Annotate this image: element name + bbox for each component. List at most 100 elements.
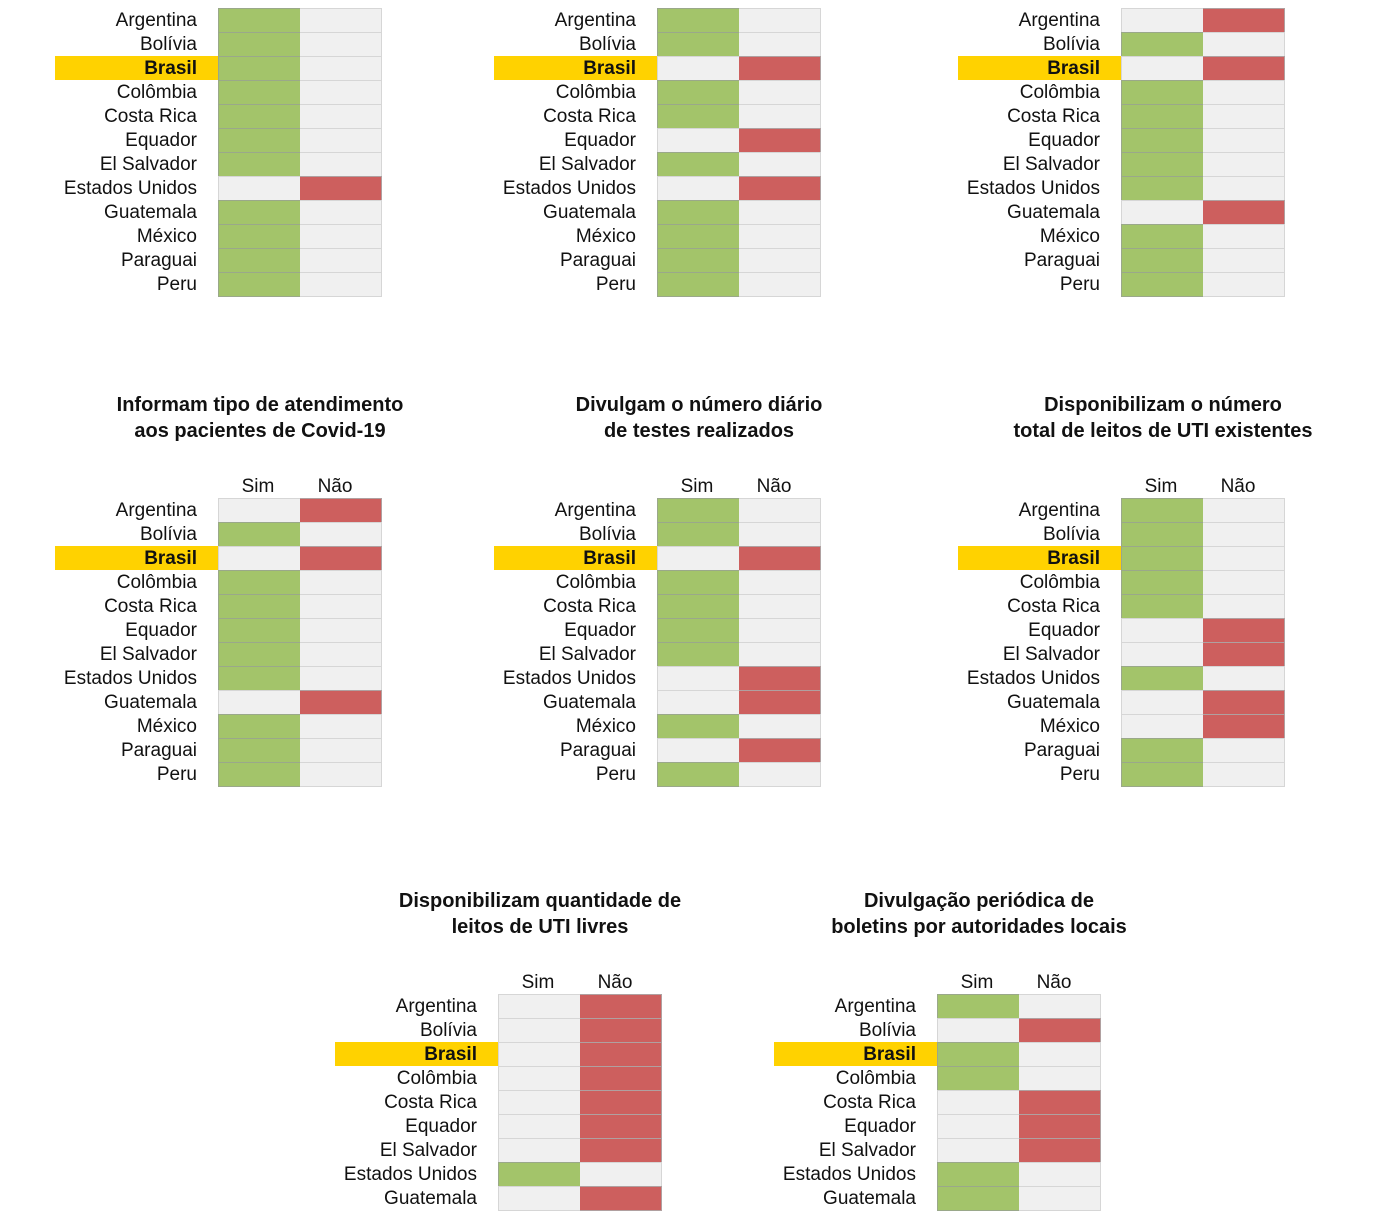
answer-cell-nao bbox=[580, 1186, 662, 1211]
empty-cell bbox=[1203, 738, 1285, 763]
answer-cell-sim bbox=[1121, 570, 1204, 595]
country-row: Colômbia bbox=[958, 80, 1348, 105]
country-label: Brasil bbox=[55, 56, 218, 80]
country-row: Estados Unidos bbox=[958, 666, 1348, 691]
country-row: México bbox=[55, 714, 445, 739]
country-label: Equador bbox=[844, 1116, 916, 1137]
country-label: Equador bbox=[125, 620, 197, 641]
empty-cell bbox=[739, 8, 821, 33]
answer-cell-sim bbox=[657, 248, 740, 273]
answer-cell-sim bbox=[1121, 546, 1204, 571]
answer-cell-nao bbox=[1203, 690, 1285, 715]
answer-cell-nao bbox=[1019, 1090, 1101, 1115]
country-row: Peru bbox=[494, 762, 884, 787]
answer-cell-sim bbox=[218, 594, 301, 619]
country-row: Brasil bbox=[55, 56, 445, 81]
country-label: Costa Rica bbox=[1007, 106, 1100, 127]
answer-cell-sim bbox=[657, 104, 740, 129]
empty-cell bbox=[1203, 224, 1285, 249]
answer-cell-nao bbox=[1203, 714, 1285, 739]
country-label: Peru bbox=[1059, 764, 1100, 785]
country-label: Bolívia bbox=[419, 1020, 477, 1041]
answer-cell-sim bbox=[218, 714, 301, 739]
country-label: Colômbia bbox=[116, 82, 197, 103]
empty-cell bbox=[300, 594, 382, 619]
answer-cell-sim bbox=[218, 666, 301, 691]
country-label: Guatemala bbox=[543, 202, 636, 223]
empty-cell bbox=[739, 714, 821, 739]
country-label: Argentina bbox=[1018, 500, 1100, 521]
country-row: Peru bbox=[55, 272, 445, 297]
country-label: México bbox=[136, 226, 197, 247]
answer-cell-nao bbox=[1019, 1138, 1101, 1163]
empty-cell bbox=[937, 1138, 1020, 1163]
country-label: Guatemala bbox=[1007, 202, 1100, 223]
country-row: El Salvador bbox=[958, 152, 1348, 177]
country-label: Equador bbox=[1028, 130, 1100, 151]
empty-cell bbox=[657, 128, 740, 153]
country-label: Estados Unidos bbox=[502, 178, 636, 199]
country-row: Brasil bbox=[335, 1042, 725, 1067]
empty-cell bbox=[1203, 498, 1285, 523]
answer-cell-sim bbox=[657, 8, 740, 33]
empty-cell bbox=[1019, 1066, 1101, 1091]
country-row: Estados Unidos bbox=[55, 176, 445, 201]
empty-cell bbox=[300, 200, 382, 225]
country-label: Bolívia bbox=[1042, 34, 1100, 55]
country-row: Estados Unidos bbox=[958, 176, 1348, 201]
country-row: Peru bbox=[494, 272, 884, 297]
empty-cell bbox=[937, 1090, 1020, 1115]
answer-cell-nao bbox=[300, 176, 382, 201]
empty-cell bbox=[937, 1114, 1020, 1139]
country-label: Estados Unidos bbox=[782, 1164, 916, 1185]
country-label: Colômbia bbox=[396, 1068, 477, 1089]
country-row: Brasil bbox=[494, 56, 884, 81]
country-label: Argentina bbox=[115, 500, 197, 521]
country-row: Argentina bbox=[958, 498, 1348, 523]
country-label: Brasil bbox=[55, 546, 218, 570]
answer-cell-sim bbox=[657, 498, 740, 523]
country-label: Peru bbox=[595, 764, 636, 785]
country-label: México bbox=[575, 226, 636, 247]
country-row: El Salvador bbox=[335, 1138, 725, 1163]
empty-cell bbox=[300, 522, 382, 547]
country-label: Bolívia bbox=[578, 34, 636, 55]
empty-cell bbox=[300, 128, 382, 153]
answer-cell-sim bbox=[1121, 498, 1204, 523]
empty-cell bbox=[1203, 762, 1285, 787]
country-row: Guatemala bbox=[958, 200, 1348, 225]
column-header-nao: Não bbox=[756, 476, 792, 497]
empty-cell bbox=[657, 176, 740, 201]
country-label: Argentina bbox=[395, 996, 477, 1017]
country-label: Costa Rica bbox=[104, 596, 197, 617]
country-row: Bolívia bbox=[335, 1018, 725, 1043]
answer-cell-sim bbox=[657, 762, 740, 787]
country-row: Equador bbox=[494, 128, 884, 153]
answer-cell-sim bbox=[1121, 32, 1204, 57]
answer-cell-sim bbox=[218, 570, 301, 595]
country-row: Paraguai bbox=[55, 738, 445, 763]
country-label: El Salvador bbox=[538, 154, 636, 175]
country-row: Colômbia bbox=[958, 570, 1348, 595]
panel-title-line: aos pacientes de Covid-19 bbox=[134, 420, 386, 442]
answer-cell-nao bbox=[739, 690, 821, 715]
answer-cell-nao bbox=[739, 546, 821, 571]
empty-cell bbox=[300, 762, 382, 787]
country-label: Brasil bbox=[958, 56, 1121, 80]
empty-cell bbox=[1019, 1186, 1101, 1211]
country-label: Bolívia bbox=[139, 34, 197, 55]
panel-title-line: total de leitos de UTI existentes bbox=[1013, 420, 1313, 442]
country-label: Estados Unidos bbox=[966, 178, 1100, 199]
country-label: El Salvador bbox=[538, 644, 636, 665]
country-row: Paraguai bbox=[494, 738, 884, 763]
answer-cell-sim bbox=[937, 1042, 1020, 1067]
country-row: Argentina bbox=[55, 8, 445, 33]
country-row: Costa Rica bbox=[335, 1090, 725, 1115]
answer-cell-nao bbox=[739, 666, 821, 691]
country-label: Estados Unidos bbox=[502, 668, 636, 689]
empty-cell bbox=[498, 1186, 581, 1211]
country-label: México bbox=[575, 716, 636, 737]
country-row: Guatemala bbox=[494, 690, 884, 715]
country-row: Bolívia bbox=[774, 1018, 1164, 1043]
empty-cell bbox=[1203, 80, 1285, 105]
